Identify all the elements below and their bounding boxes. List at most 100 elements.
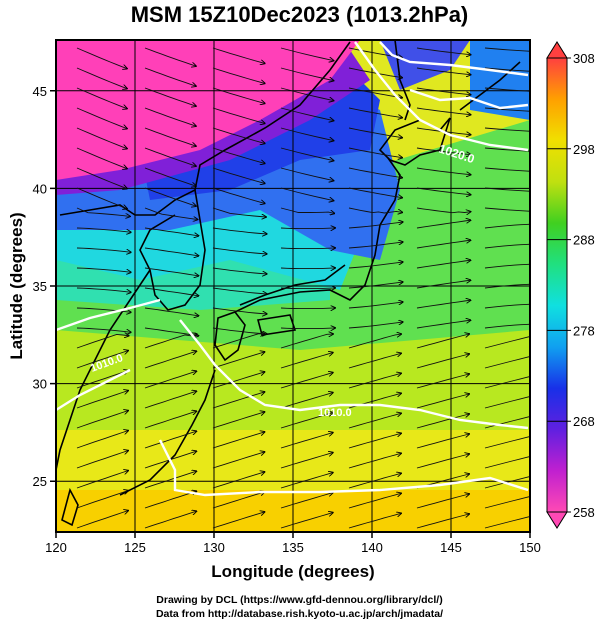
streamline [212,107,265,123]
streamline [144,247,198,256]
streamline [280,67,334,81]
streamline [416,394,469,409]
streamline [280,187,334,201]
colorbar-tick-label: 298 [573,142,595,157]
streamline [280,127,334,141]
streamline [348,282,403,289]
streamline [76,47,127,69]
streamline [144,511,196,529]
streamline [280,87,334,101]
streamline [484,376,530,389]
streamline [212,47,265,63]
streamline [348,453,401,469]
streamline [348,67,402,78]
colorbar-max-triangle [546,41,568,59]
x-tick-label: 145 [440,540,462,555]
streamline [280,248,335,249]
coastlines [56,40,521,527]
streamline [484,336,530,349]
streamline [280,308,335,309]
streamline [144,391,196,409]
streamline [76,247,131,252]
x-tick-label: 120 [45,540,67,555]
streamline [212,127,265,143]
streamline [76,491,128,509]
streamline [280,493,333,509]
streamline [416,147,471,155]
streamline [212,492,265,509]
streamline [76,334,129,349]
streamline [76,287,131,292]
streamline [416,87,471,95]
streamline [144,287,198,296]
streamline [348,127,402,138]
streamline [348,207,402,213]
streamline [76,227,131,232]
streamline [280,207,334,213]
streamline [212,472,265,489]
streamline [348,322,403,329]
streamline [76,207,130,216]
streamline [484,456,530,469]
colorbar-bar [546,57,568,513]
streamline [484,476,530,489]
streamline [144,334,197,349]
streamline [212,187,265,203]
streamline [416,207,471,213]
streamline [212,512,265,529]
streamline [416,374,469,389]
streamline [76,471,128,489]
streamline [280,433,333,449]
colorbar-tick-label: 308 [573,51,595,66]
credit-data: Data from http://database.rish.kyoto-u.a… [155,608,444,620]
x-tick-label: 140 [361,540,383,555]
streamline [348,302,403,309]
y-tick-label: 25 [33,474,47,489]
streamline [348,334,401,349]
streamline [76,147,127,169]
streamline [484,396,530,409]
streamline [348,473,401,489]
x-axis-label: Longitude (degrees) [211,562,374,581]
streamline [416,67,471,75]
streamline [416,354,469,369]
colorbar-tick-label: 268 [573,414,595,429]
streamline [212,352,265,369]
streamline [212,247,267,254]
streamline [212,147,265,163]
streamline [416,280,470,289]
streamline [416,240,470,249]
streamline [212,167,265,183]
streamline [76,87,127,109]
x-tick-label: 130 [203,540,225,555]
streamline [144,491,196,509]
streamline [144,67,196,86]
isobars [56,41,529,497]
streamline [280,453,333,469]
streamline [280,413,333,429]
colorbar-min-triangle [546,511,568,529]
y-tick-label: 45 [33,84,47,99]
streamline [76,187,127,209]
streamline [212,372,265,389]
streamline [212,334,265,349]
streamline [76,327,131,332]
streamline [348,353,401,369]
streamline [348,513,401,529]
isobar-label: 1010.0 [318,407,352,419]
streamline [416,187,471,195]
streamline [212,267,267,274]
streamline [212,207,266,217]
streamline [348,107,402,118]
streamline [76,431,128,449]
streamline [280,228,335,229]
streamline [144,351,196,369]
streamline [280,47,334,61]
streamline [416,434,469,449]
streamline [212,87,265,103]
streamline [280,328,335,329]
streamline [280,513,333,529]
streamline [144,127,196,146]
streamline [280,334,333,349]
streamline [280,473,333,489]
